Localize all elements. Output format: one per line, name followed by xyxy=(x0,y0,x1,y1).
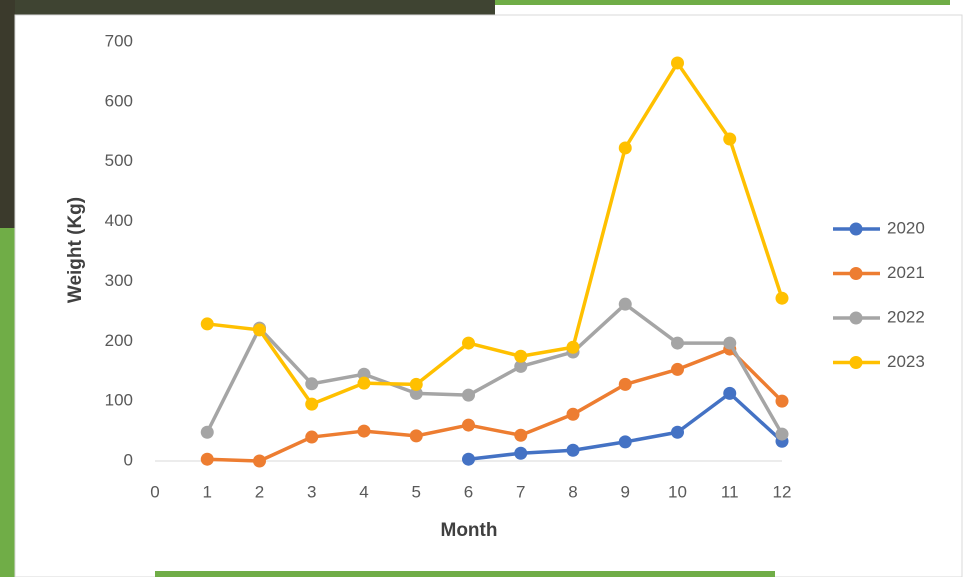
data-point xyxy=(566,443,580,457)
data-point xyxy=(305,377,319,391)
legend-label: 2022 xyxy=(887,307,925,326)
x-tick-label: 9 xyxy=(621,482,630,501)
x-tick-label: 2 xyxy=(255,482,264,501)
y-tick-label: 700 xyxy=(105,31,133,50)
data-point xyxy=(775,427,789,441)
data-point xyxy=(671,336,684,350)
legend-marker xyxy=(849,311,863,325)
data-point xyxy=(357,376,371,390)
x-tick-label: 11 xyxy=(721,482,739,501)
data-point xyxy=(253,323,266,337)
data-point xyxy=(409,429,423,443)
data-point xyxy=(462,452,475,466)
series-line xyxy=(205,302,784,435)
data-point xyxy=(462,336,475,350)
photo-strip xyxy=(15,0,495,15)
green-bar xyxy=(155,571,775,577)
data-point xyxy=(357,424,371,438)
data-point xyxy=(723,132,737,146)
legend-label: 2021 xyxy=(887,263,925,282)
data-point xyxy=(253,454,266,468)
green-bar xyxy=(495,0,950,5)
data-point xyxy=(618,297,632,311)
x-tick-label: 12 xyxy=(773,482,792,501)
x-axis-title: Month xyxy=(441,520,498,541)
data-point xyxy=(409,377,423,391)
legend-marker xyxy=(849,222,863,236)
data-point xyxy=(723,386,737,400)
x-tick-label: 0 xyxy=(150,482,159,501)
data-point xyxy=(671,362,684,376)
green-bar xyxy=(0,228,15,577)
x-tick-label: 3 xyxy=(307,482,316,501)
legend-label: 2020 xyxy=(887,218,925,237)
y-tick-label: 500 xyxy=(105,151,133,170)
x-tick-label: 4 xyxy=(359,482,368,501)
x-tick-label: 5 xyxy=(412,482,421,501)
x-tick-label: 10 xyxy=(668,482,687,501)
legend-marker xyxy=(849,356,863,369)
data-point xyxy=(566,340,580,354)
data-point xyxy=(514,349,528,363)
y-tick-label: 100 xyxy=(105,391,133,410)
chart-panel xyxy=(14,14,963,577)
y-tick-label: 0 xyxy=(124,450,133,469)
x-tick-label: 6 xyxy=(464,482,473,501)
x-tick-label: 1 xyxy=(203,482,212,501)
legend-label: 2023 xyxy=(887,352,925,371)
series-line xyxy=(207,347,784,463)
data-point xyxy=(618,435,632,449)
data-point xyxy=(514,359,528,373)
legend-marker xyxy=(849,267,863,280)
y-axis-title: Weight (Kg) xyxy=(65,197,86,303)
data-point xyxy=(671,56,684,70)
data-point xyxy=(566,407,580,421)
data-point xyxy=(305,430,319,444)
data-point xyxy=(305,397,319,411)
data-point xyxy=(514,446,528,460)
y-tick-label: 600 xyxy=(105,91,133,110)
y-tick-label: 200 xyxy=(105,331,133,350)
data-point xyxy=(618,141,632,155)
y-tick-label: 400 xyxy=(105,211,133,230)
data-point xyxy=(618,377,632,391)
data-point xyxy=(357,367,371,381)
y-tick-label: 300 xyxy=(105,271,133,290)
data-point xyxy=(723,336,737,350)
data-point xyxy=(671,425,684,439)
data-point xyxy=(200,452,214,466)
series-line xyxy=(207,61,784,406)
x-tick-label: 8 xyxy=(568,482,577,501)
data-point xyxy=(200,425,214,439)
data-point xyxy=(462,388,475,402)
photo-strip xyxy=(0,0,15,228)
data-point xyxy=(200,317,214,331)
data-point xyxy=(462,418,475,432)
data-point xyxy=(775,394,789,408)
data-point xyxy=(514,428,528,442)
data-point xyxy=(775,291,789,305)
x-tick-label: 7 xyxy=(516,482,525,501)
data-point xyxy=(409,386,423,400)
